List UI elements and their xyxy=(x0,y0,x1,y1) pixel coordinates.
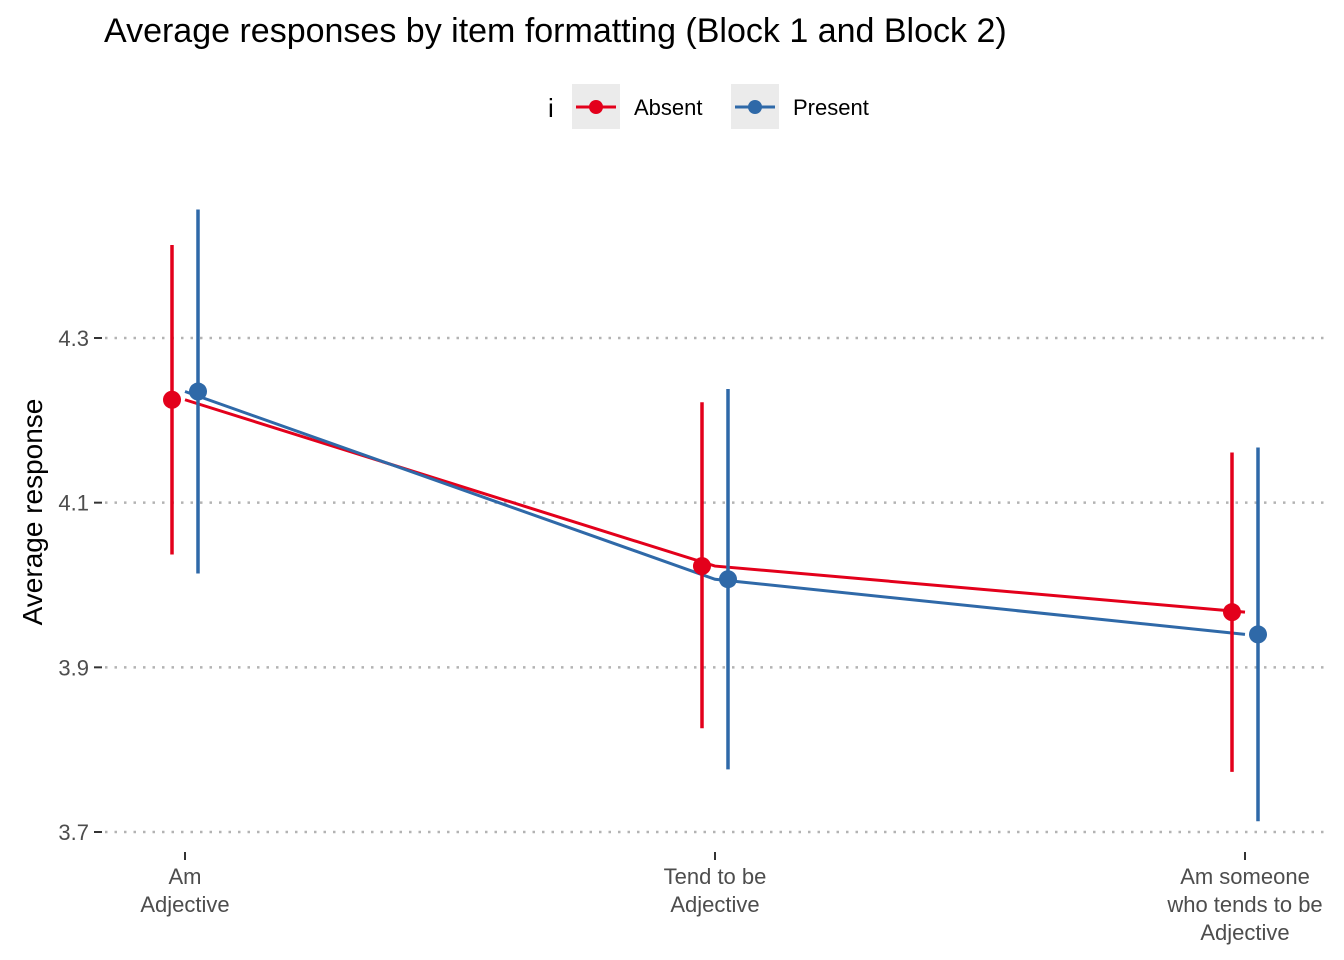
legend-key-point-absent xyxy=(589,100,603,114)
legend-title: i xyxy=(548,93,554,123)
data-point-absent xyxy=(1223,603,1241,622)
data-point-present xyxy=(1249,625,1267,644)
series-layer xyxy=(163,209,1267,822)
y-axis-title: Average response xyxy=(17,399,48,626)
data-point-present xyxy=(189,382,207,401)
legend-label-absent: Absent xyxy=(634,95,703,120)
y-tick-label: 3.9 xyxy=(58,655,89,680)
y-tick-label: 3.7 xyxy=(58,820,89,845)
data-point-present xyxy=(719,570,737,589)
y-axis: 3.7 3.9 4.1 4.3 xyxy=(58,326,102,845)
x-tick-label: Am Adjective xyxy=(140,864,229,917)
x-tick-label: Am someone who tends to be Adjective xyxy=(1166,864,1322,945)
data-point-absent xyxy=(693,557,711,576)
legend-key-point-present xyxy=(748,100,762,114)
y-tick-label: 4.3 xyxy=(58,326,89,351)
x-axis: Am Adjective Tend to be Adjective Am someone… xyxy=(140,852,1323,945)
y-tick-label: 4.1 xyxy=(58,491,89,516)
x-tick-label: Tend to be Adjective xyxy=(664,864,767,917)
legend-label-present: Present xyxy=(793,95,869,120)
data-point-absent xyxy=(163,390,181,409)
chart-title: Average responses by item formatting (Bl… xyxy=(104,12,1007,50)
gridlines xyxy=(105,336,1325,834)
legend: i Absent Present xyxy=(548,84,869,129)
series-line-present xyxy=(184,390,1246,636)
